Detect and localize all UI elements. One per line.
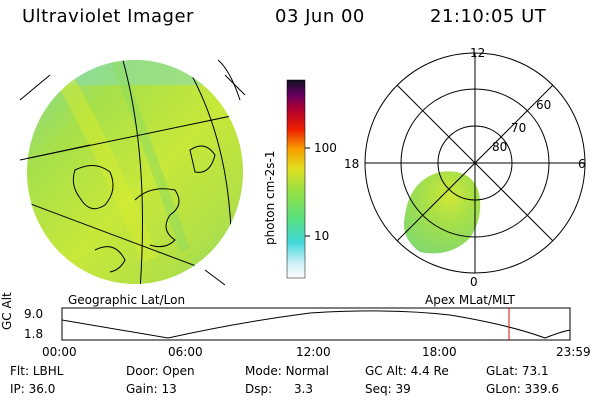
earth-disk-image (19, 59, 246, 286)
mlat-label-80: 80 (492, 140, 508, 154)
time-tick-1200: 12:00 (296, 345, 331, 359)
instrument-title: Ultraviolet Imager (22, 6, 194, 27)
info-glat: GLat: 73.1 (486, 364, 549, 378)
info-flt: Flt: LBHL (10, 364, 64, 378)
altitude-tick-low: 1.8 (24, 327, 44, 341)
info-gcalt: GC Alt: 4.4 Re (365, 364, 449, 378)
info-ip: IP: 36.0 (10, 382, 56, 396)
mlat-label-60: 60 (536, 98, 552, 112)
info-gain-value: 13 (161, 382, 177, 396)
geographic-panel-label: Geographic Lat/Lon (68, 293, 186, 307)
info-gain: Gain: 13 (126, 382, 177, 396)
info-glat-value: 73.1 (521, 364, 549, 378)
info-seq: Seq: 39 (365, 382, 411, 396)
mlat-label-70: 70 (511, 121, 527, 135)
info-seq-value: 39 (395, 382, 411, 396)
date-label: 03 Jun 00 (275, 6, 365, 27)
info-glon: GLon: 339.6 (486, 382, 559, 396)
time-tick-0000: 00:00 (42, 345, 77, 359)
colorbar-tick-10: 10 (314, 229, 330, 243)
info-dsp: Dsp: 3.3 (245, 382, 314, 396)
colorbar-unit-label: photon cm-2s-1 (263, 150, 277, 246)
time-tick-1800: 18:00 (422, 345, 457, 359)
altitude-tick-high: 9.0 (24, 307, 44, 321)
mlt-label-12: 12 (470, 46, 486, 60)
info-dsp-value: 3.3 (293, 382, 314, 396)
time-tick-2359: 23:59 (556, 345, 591, 359)
colorbar-tick-100: 100 (314, 141, 337, 155)
mlt-label-0: 0 (470, 275, 478, 289)
info-ip-value: 36.0 (28, 382, 56, 396)
polar-plot (364, 52, 586, 274)
time-tick-0600: 06:00 (168, 345, 203, 359)
altitude-plot (61, 307, 571, 341)
mlt-label-18: 18 (344, 157, 360, 171)
time-label: 21:10:05 UT (430, 6, 547, 27)
mlt-label-6: 6 (578, 157, 586, 171)
info-gcalt-value: 4.4 Re (410, 364, 449, 378)
info-glon-value: 339.6 (524, 382, 559, 396)
info-mode: Mode: Normal (245, 364, 329, 378)
info-door-value: Open (162, 364, 195, 378)
info-flt-value: LBHL (32, 364, 64, 378)
altitude-axis-label: GC Alt (0, 292, 14, 330)
info-door: Door: Open (126, 364, 195, 378)
colorbar (286, 79, 310, 279)
apex-panel-label: Apex MLat/MLT (425, 293, 515, 307)
info-mode-value: Normal (285, 364, 329, 378)
